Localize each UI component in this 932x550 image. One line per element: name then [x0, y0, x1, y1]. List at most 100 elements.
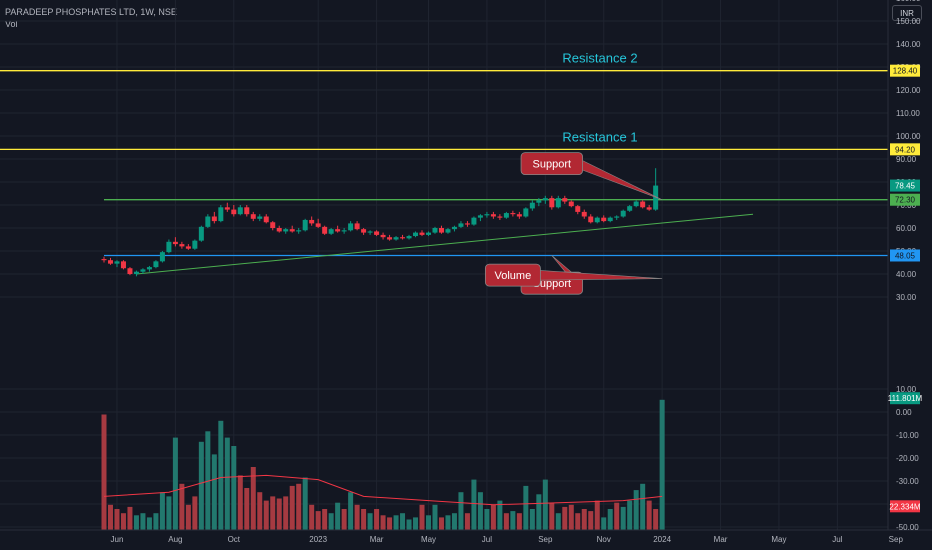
volume-bar: [146, 517, 152, 530]
volume-bar: [335, 502, 341, 530]
candle: [335, 229, 341, 232]
volume-bar: [198, 441, 204, 530]
volume-bar: [581, 509, 587, 530]
candle: [627, 206, 633, 211]
time-tick-label: Jul: [482, 535, 492, 544]
candle: [309, 219, 315, 224]
volume-legend[interactable]: Vol: [5, 19, 18, 29]
volume-bar: [224, 437, 230, 530]
candle: [166, 241, 172, 253]
volume-bar: [510, 511, 516, 530]
candle: [179, 244, 185, 247]
candle: [224, 207, 230, 210]
candle: [283, 229, 289, 232]
volume-bar: [497, 500, 503, 530]
candle: [484, 214, 490, 216]
volume-bar: [562, 506, 568, 530]
volume-bar: [172, 437, 178, 530]
volume-bar: [179, 483, 185, 530]
volume-tick-label: -50.00: [896, 523, 919, 532]
volume-bar: [341, 509, 347, 530]
volume-bar: [601, 517, 607, 530]
volume-bar: [270, 496, 276, 530]
volume-bar: [627, 500, 633, 530]
candle: [646, 207, 652, 210]
volume-bar: [490, 504, 496, 530]
level-badge: 94.20: [895, 145, 916, 154]
volume-bar: [185, 504, 191, 530]
candle: [120, 261, 126, 269]
symbol-legend[interactable]: PARADEEP PHOSPHATES LTD, 1W, NSE: [5, 7, 177, 17]
volume-bar: [575, 513, 581, 530]
candle: [205, 216, 211, 227]
candle: [562, 198, 568, 202]
level-badge: 48.05: [895, 251, 916, 260]
volume-bar: [633, 490, 639, 530]
candle: [192, 240, 198, 249]
time-tick-label: Jun: [111, 535, 124, 544]
candle: [302, 219, 308, 231]
time-tick-label: Mar: [714, 535, 728, 544]
price-tick-label: 100.00: [896, 132, 921, 141]
candle: [387, 237, 393, 240]
time-tick-label: Oct: [228, 535, 241, 544]
volume-bar: [120, 513, 126, 530]
candle: [400, 237, 406, 239]
candle: [244, 207, 250, 215]
volume-bar: [237, 475, 243, 530]
candle: [477, 215, 483, 218]
candle: [510, 213, 516, 215]
volume-bar: [374, 509, 380, 530]
callout-pointer: [536, 269, 663, 281]
volume-bar: [244, 488, 250, 530]
candle: [198, 226, 204, 241]
volume-bar: [458, 492, 464, 530]
callout-box: [484, 263, 541, 287]
candle: [393, 237, 399, 240]
candle: [257, 216, 263, 219]
volume-bar: [523, 485, 529, 530]
candle: [516, 214, 522, 217]
volume-bar: [380, 515, 386, 530]
currency-button[interactable]: INR: [892, 5, 922, 21]
candle: [542, 198, 548, 201]
volume-bar: [588, 511, 594, 530]
volume-bar: [231, 446, 237, 530]
volume-bar: [101, 414, 107, 530]
volume-bar: [484, 509, 490, 530]
candle: [523, 208, 529, 217]
volume-bar: [114, 509, 120, 530]
time-tick-label: Aug: [168, 535, 182, 544]
level-badge-bg: [890, 143, 920, 156]
volume-bar: [276, 498, 282, 530]
volume-bar: [464, 513, 470, 530]
level-badge: 128.40: [893, 67, 918, 76]
volume-bar: [302, 477, 308, 530]
volume-bar: [387, 517, 393, 530]
level-badge: 72.30: [895, 196, 916, 205]
last-price-badge: 78.45: [895, 182, 916, 191]
candle: [568, 201, 574, 207]
last-price-badge-bg: [890, 179, 920, 192]
volume-bar: [315, 511, 321, 530]
price-tick-label: 60.00: [896, 224, 917, 233]
candle: [140, 269, 146, 272]
volume-bar: [257, 492, 263, 530]
volume-tick-label: 0.00: [896, 408, 912, 417]
price-tick-label: 150.00: [896, 17, 921, 26]
volume-bar: [107, 504, 113, 530]
candle: [575, 206, 581, 212]
volume-bar: [127, 506, 133, 530]
candle: [594, 217, 600, 223]
volume-bar: [568, 504, 574, 530]
candle: [133, 271, 139, 274]
candle: [406, 236, 412, 239]
candle: [250, 214, 256, 219]
candle: [153, 261, 159, 268]
volume-bar: [542, 479, 548, 530]
candle: [432, 228, 438, 233]
level-title: Resistance 1: [562, 129, 637, 144]
candle: [536, 200, 542, 203]
volume-bar: [529, 509, 535, 530]
